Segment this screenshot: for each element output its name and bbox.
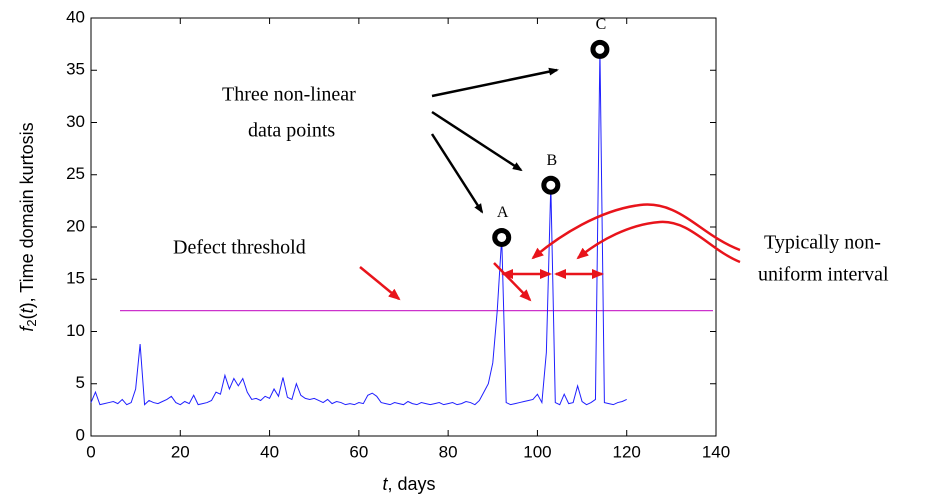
x-tick-label: 80 [439, 442, 458, 461]
y-axis-label: f2(t), Time domain kurtosis [17, 122, 40, 331]
y-tick-label: 30 [66, 112, 85, 131]
peak-center [499, 235, 504, 240]
peak-label: A [497, 204, 509, 221]
x-tick-label: 100 [523, 442, 551, 461]
peak-center [598, 47, 602, 52]
y-tick-label: 5 [76, 373, 85, 392]
data-line [90, 49, 627, 406]
threshold-label: Defect threshold [173, 237, 306, 259]
plot-frame [90, 17, 717, 437]
y-tick-label: 0 [76, 425, 85, 444]
y-tick-label: 35 [66, 60, 85, 79]
peak-label: B [546, 152, 557, 169]
annotation-arrows [359, 67, 741, 302]
annotation: Three non-linear [222, 84, 356, 106]
x-label-part: t [382, 474, 388, 494]
peak-label: C [596, 16, 607, 33]
annotation: data points [248, 120, 335, 142]
x-tick-label: 140 [702, 442, 730, 461]
y-label-part: ), Time domain kurtosis [17, 122, 37, 308]
y-tick-label: 20 [66, 216, 85, 235]
annotation: uniform interval [758, 264, 889, 286]
y-label-part: 2 [24, 319, 39, 326]
y-tick-label: 25 [66, 164, 85, 183]
y-label-part: t [17, 307, 37, 313]
x-label-part: , days [387, 474, 435, 494]
x-axis-label: t, days [382, 474, 435, 494]
y-label-part: ( [17, 313, 37, 319]
peak-center [549, 183, 553, 187]
x-tick-label: 0 [86, 442, 95, 461]
x-tick-label: 120 [613, 442, 641, 461]
y-tick-label: 15 [66, 269, 85, 288]
y-label-part: f [17, 325, 37, 332]
annotation: Typically non- [764, 232, 881, 254]
x-tick-label: 40 [260, 442, 279, 461]
y-tick-label: 40 [66, 7, 85, 26]
y-tick-label: 10 [66, 321, 85, 340]
x-tick-label: 60 [349, 442, 368, 461]
x-tick-label: 20 [171, 442, 190, 461]
